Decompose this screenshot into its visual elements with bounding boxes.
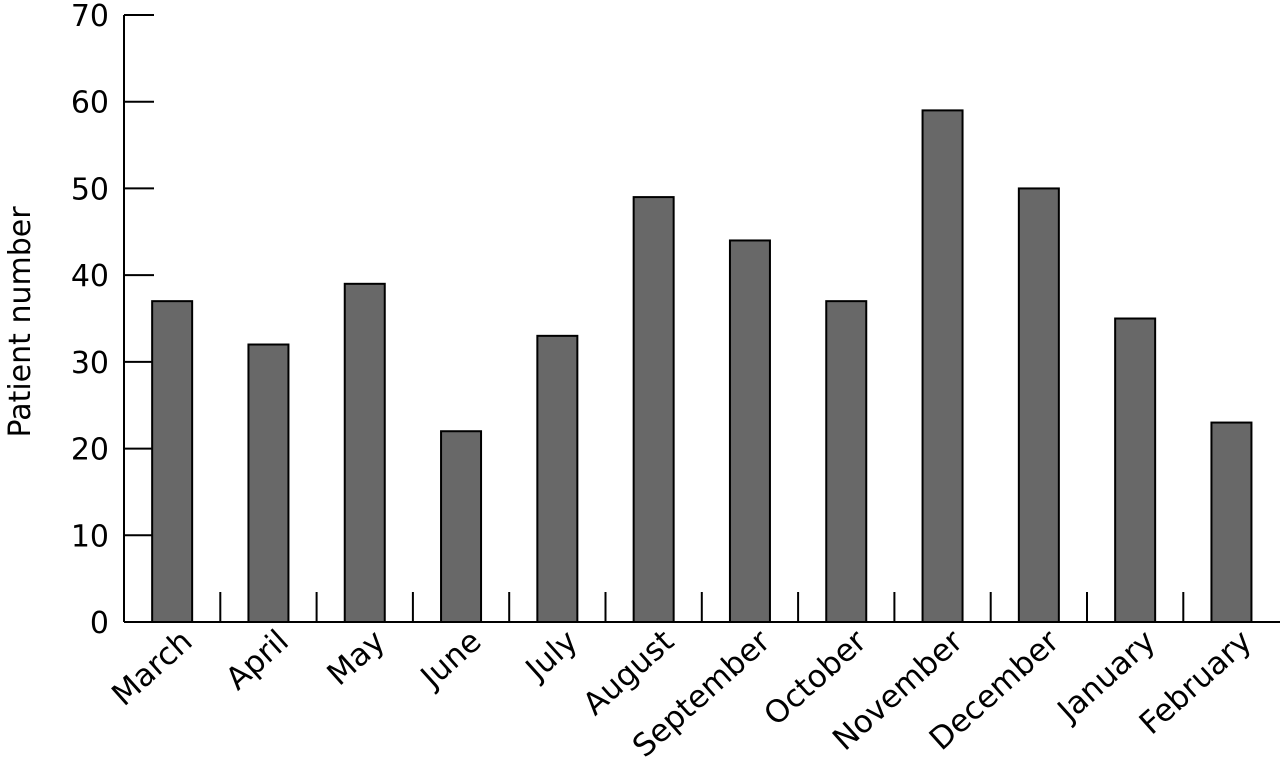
y-tick-label: 30 bbox=[71, 346, 109, 381]
bar-may bbox=[343, 282, 386, 623]
bar-august bbox=[632, 196, 675, 623]
y-tick-label: 20 bbox=[71, 433, 109, 468]
y-axis: 0 10 20 30 40 50 60 70 bbox=[71, 0, 154, 641]
x-tick-label: April bbox=[219, 623, 296, 697]
x-tick-label: May bbox=[320, 623, 392, 693]
y-axis-title: Patient number bbox=[3, 206, 38, 438]
y-tick-label: 40 bbox=[71, 259, 109, 294]
x-axis bbox=[124, 592, 1280, 623]
x-tick-label: June bbox=[413, 623, 489, 696]
bar-march bbox=[151, 300, 194, 623]
bars bbox=[151, 109, 1253, 624]
bar-january bbox=[1114, 317, 1157, 623]
y-tick-label: 70 bbox=[71, 0, 109, 34]
bar-july bbox=[536, 334, 579, 623]
bar-february bbox=[1210, 421, 1253, 623]
bar-october bbox=[825, 300, 868, 623]
bar-december bbox=[1017, 187, 1060, 624]
bar-november bbox=[921, 109, 964, 623]
x-tick-label: July bbox=[518, 623, 585, 688]
x-tick-label: March bbox=[105, 623, 199, 713]
bar-june bbox=[440, 430, 483, 623]
bar-september bbox=[728, 239, 771, 623]
y-tick-label: 0 bbox=[90, 606, 109, 641]
category-labels: March April May June JulyAugustSeptemberOcto… bbox=[105, 623, 1259, 765]
bar-april bbox=[247, 343, 290, 623]
y-tick-label: 60 bbox=[71, 86, 109, 121]
y-tick-label: 10 bbox=[71, 519, 109, 554]
y-tick-label: 50 bbox=[71, 172, 109, 207]
